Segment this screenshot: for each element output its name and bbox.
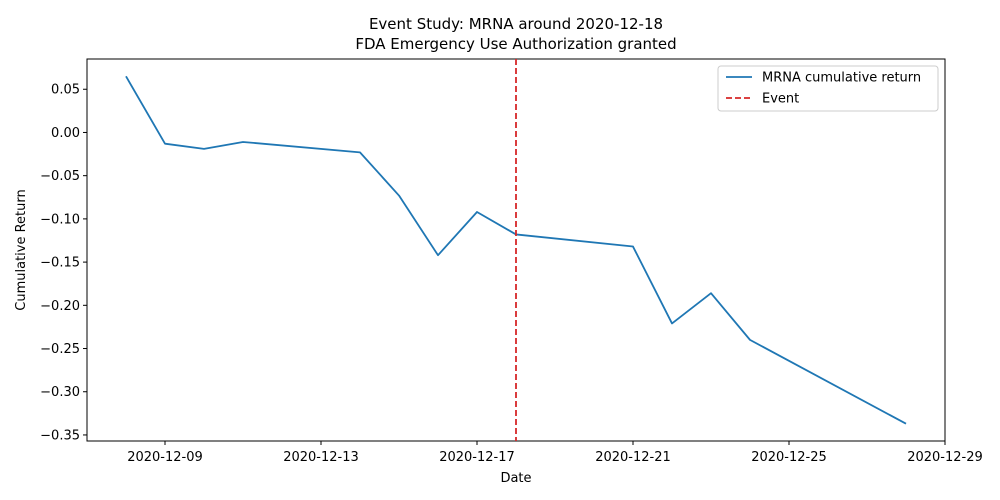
legend: MRNA cumulative return Event xyxy=(717,65,939,112)
y-tick-label: −0.30 xyxy=(40,385,80,400)
x-tick-label: 2020-12-25 xyxy=(751,450,827,465)
chart-title-line1: Event Study: MRNA around 2020-12-18 xyxy=(369,15,663,33)
y-axis-ticks: 0.05 0.00 −0.05 −0.10 −0.15 −0.20 −0.25 −0.30 −0… xyxy=(40,83,87,443)
chart-title-line2: FDA Emergency Use Authorization granted xyxy=(355,35,676,53)
x-tick-label: 2020-12-17 xyxy=(439,450,515,465)
legend-label-series: MRNA cumulative return xyxy=(762,71,921,86)
y-tick-label: −0.25 xyxy=(40,342,80,357)
y-tick-label: 0.05 xyxy=(51,83,80,98)
legend-label-event: Event xyxy=(762,92,799,107)
series-line-mrna xyxy=(125,75,907,425)
x-tick-label: 2020-12-09 xyxy=(127,450,203,465)
x-axis-ticks: 2020-12-09 2020-12-13 2020-12-17 2020-12-21… xyxy=(127,441,983,465)
y-tick-label: 0.00 xyxy=(51,126,80,141)
x-tick-label: 2020-12-29 xyxy=(907,450,983,465)
x-tick-label: 2020-12-13 xyxy=(283,450,359,465)
y-tick-label: −0.05 xyxy=(40,169,80,184)
y-tick-label: −0.35 xyxy=(40,428,80,443)
x-tick-label: 2020-12-21 xyxy=(595,450,671,465)
y-tick-label: −0.10 xyxy=(40,212,80,227)
series-layer xyxy=(125,59,907,441)
y-axis-label: Cumulative Return xyxy=(14,189,29,310)
x-axis-label: Date xyxy=(500,471,531,486)
legend-box xyxy=(717,65,939,112)
y-tick-label: −0.15 xyxy=(40,256,80,271)
y-tick-label: −0.20 xyxy=(40,299,80,314)
